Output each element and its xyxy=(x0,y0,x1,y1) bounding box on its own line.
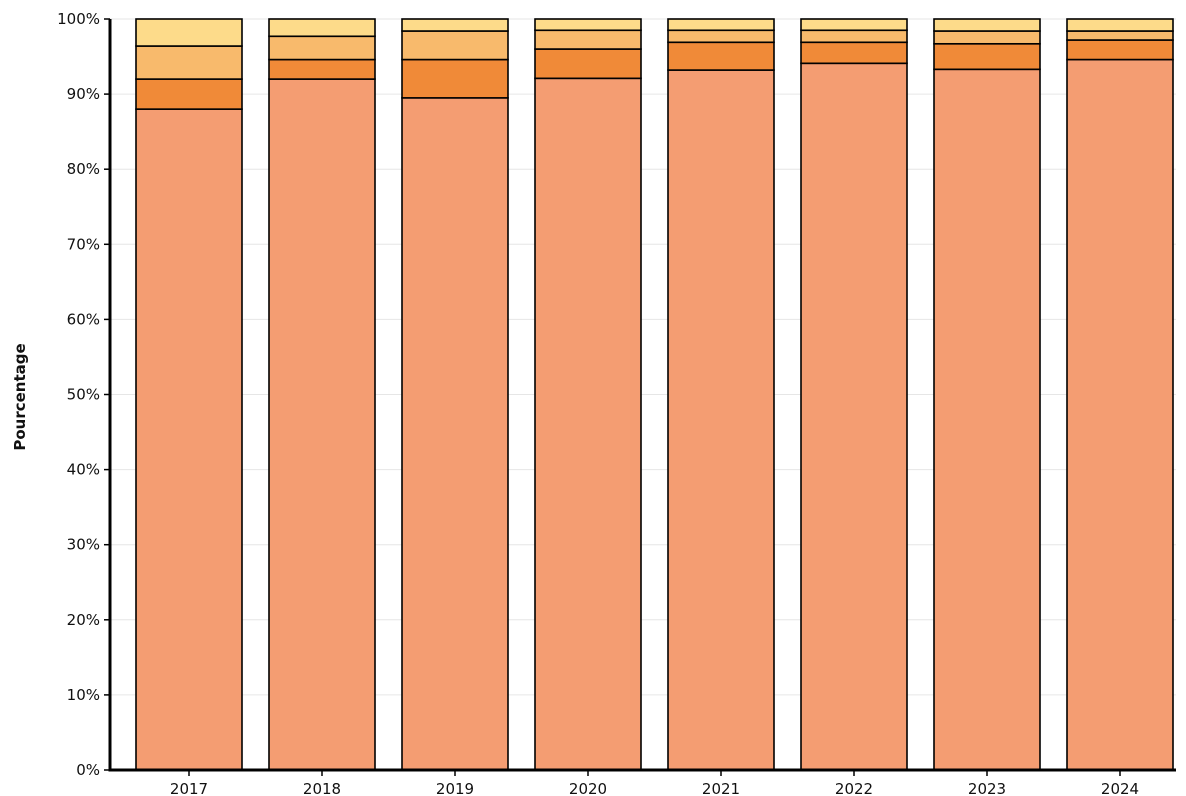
y-tick-label: 50% xyxy=(67,386,100,404)
bar-segment-2020-2 xyxy=(534,48,642,80)
y-tick-label: 30% xyxy=(67,536,100,554)
bar-segment-2021-3 xyxy=(667,29,775,44)
bar-segment-2020-3 xyxy=(534,29,642,50)
x-tick-label: 2024 xyxy=(1101,780,1139,796)
bar-segment-2023-2 xyxy=(933,42,1041,71)
bar-segment-2022-4 xyxy=(800,18,908,32)
bar-segment-2018-4 xyxy=(268,18,376,38)
bar-segment-2019-3 xyxy=(401,30,509,61)
y-axis-title: Pourcentage xyxy=(11,343,29,450)
x-tick-label: 2018 xyxy=(303,780,341,796)
y-tick-label: 70% xyxy=(67,235,100,253)
bar-segment-2024-1 xyxy=(1066,58,1174,771)
bar-segment-2017-2 xyxy=(135,78,243,110)
bar-segment-2017-4 xyxy=(135,18,243,47)
x-tick-label: 2020 xyxy=(569,780,607,796)
bar-segment-2022-1 xyxy=(800,62,908,771)
bar-segment-2022-3 xyxy=(800,29,908,44)
bar-segment-2017-3 xyxy=(135,45,243,80)
bar-segment-2021-1 xyxy=(667,69,775,771)
y-tick-label: 60% xyxy=(67,310,100,328)
y-tick-label: 40% xyxy=(67,461,100,479)
bar-segment-2023-4 xyxy=(933,18,1041,32)
y-tick-label: 10% xyxy=(67,686,100,704)
bar-segment-2024-3 xyxy=(1066,30,1174,41)
bar-segment-2019-2 xyxy=(401,58,509,99)
bar-segment-2022-2 xyxy=(800,41,908,65)
x-tick-label: 2021 xyxy=(702,780,740,796)
bar-segment-2019-4 xyxy=(401,18,509,32)
y-tick-label: 80% xyxy=(67,160,100,178)
bar-segment-2020-4 xyxy=(534,18,642,32)
bar-segment-2019-1 xyxy=(401,97,509,771)
bar-segment-2023-3 xyxy=(933,30,1041,45)
y-tick-label: 100% xyxy=(57,10,100,28)
bar-segment-2020-1 xyxy=(534,77,642,771)
x-tick-label: 2023 xyxy=(968,780,1006,796)
y-tick-label: 20% xyxy=(67,611,100,629)
y-tick-labels: 0% 10% 20% 30% 40% 50% 60% 70% 80% 90% 100% xyxy=(57,10,110,779)
bar-segment-2018-2 xyxy=(268,58,376,80)
bar-segment-2024-2 xyxy=(1066,39,1174,61)
bar-segment-2024-4 xyxy=(1066,18,1174,32)
bar-segment-2021-4 xyxy=(667,18,775,32)
x-tick-labels: 2017 2018 2019 2020 2021 2022 2023 2024 xyxy=(170,770,1139,796)
bar-segment-2023-1 xyxy=(933,68,1041,771)
x-tick-label: 2022 xyxy=(835,780,873,796)
x-tick-label: 2019 xyxy=(436,780,474,796)
bars xyxy=(135,18,1174,771)
bar-segment-2021-2 xyxy=(667,41,775,71)
y-tick-label: 0% xyxy=(76,761,100,779)
bar-segment-2018-1 xyxy=(268,78,376,771)
y-tick-label: 90% xyxy=(67,85,100,103)
bar-segment-2018-3 xyxy=(268,35,376,61)
bar-segment-2017-1 xyxy=(135,108,243,771)
x-tick-label: 2017 xyxy=(170,780,208,796)
